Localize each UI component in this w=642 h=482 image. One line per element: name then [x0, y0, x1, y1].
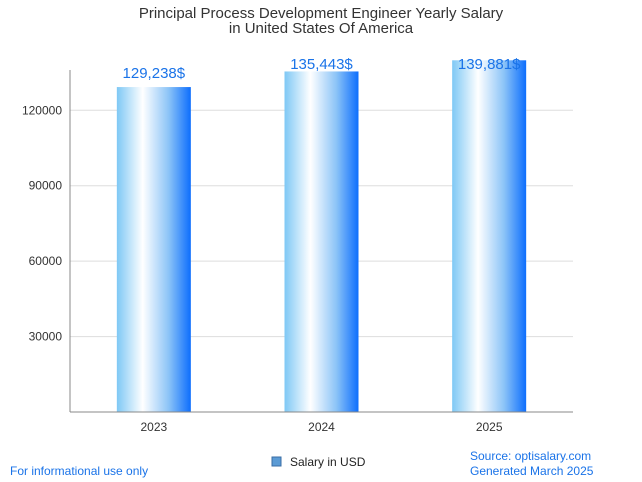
footer-generated: Generated March 2025	[470, 464, 594, 478]
legend-label: Salary in USD	[290, 455, 366, 469]
bar-2025	[452, 60, 527, 413]
y-tick-label: 90000	[29, 179, 63, 193]
bars	[116, 60, 527, 413]
bar-2023	[116, 87, 191, 412]
y-tick-label: 30000	[29, 330, 63, 344]
x-tick-label-2023: 2023	[140, 420, 167, 434]
legend-swatch	[271, 456, 282, 467]
x-axis-ticks: 2023 2024 2025	[140, 420, 502, 434]
legend: Salary in USD	[271, 455, 366, 469]
chart-title-line1: Principal Process Development Engineer Y…	[139, 5, 504, 22]
x-tick-label-2024: 2024	[308, 420, 335, 434]
bar-2024	[284, 71, 359, 412]
y-tick-label: 120000	[22, 103, 62, 117]
data-labels: 129,238$ 135,443$ 139,881$	[123, 56, 522, 82]
data-label-2024: 135,443$	[290, 56, 353, 73]
footer-source: Source: optisalary.com	[470, 449, 591, 463]
y-tick-label: 60000	[29, 254, 63, 268]
x-tick-label-2025: 2025	[476, 420, 503, 434]
footer-disclaimer: For informational use only	[10, 464, 148, 478]
data-label-2023: 129,238$	[123, 65, 186, 82]
data-label-2025: 139,881$	[458, 56, 521, 73]
chart-title-line2: in United States Of America	[229, 20, 414, 37]
y-axis-ticks: 30000 60000 90000 120000	[22, 103, 62, 343]
